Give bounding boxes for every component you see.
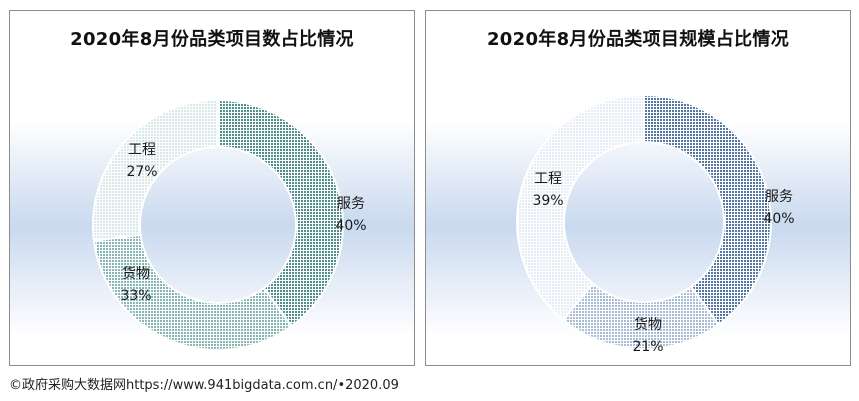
chart-panel-item-count: 2020年8月份品类项目数占比情况 服务 40% 货物 33% 工程 27% [9,10,415,366]
donut-chart-item-count: 服务 40% 货物 33% 工程 27% [92,98,367,351]
chart-title: 2020年8月份品类项目规模占比情况 [486,29,790,50]
donut-slice-工程 [516,93,645,322]
slice-percent-货物: 33% [120,288,151,304]
slice-percent-服务: 40% [335,218,366,234]
donut-slice-服务 [643,93,772,327]
slice-percent-货物: 21% [632,339,663,355]
slice-label-服务: 服务 [765,189,793,205]
slice-percent-服务: 40% [763,211,794,227]
slice-label-货物: 货物 [634,316,662,333]
donut-slice-货物 [92,233,293,351]
slice-percent-工程: 39% [532,193,563,209]
slice-label-工程: 工程 [534,171,562,187]
donut-slice-服务 [217,98,344,328]
chart-panel-scale: 2020年8月份品类项目规模占比情况 服务 40% 货物 21% 工程 39% [425,10,851,366]
donut-slice-工程 [92,98,219,242]
slice-label-工程: 工程 [128,142,156,158]
chart-title: 2020年8月份品类项目数占比情况 [70,29,354,50]
source-footer: ©政府采购大数据网https://www.941bigdata.com.cn/•… [9,378,399,393]
slice-percent-工程: 27% [126,164,157,180]
donut-chart-scale: 服务 40% 货物 21% 工程 39% [516,93,795,355]
slice-label-货物: 货物 [122,265,150,282]
slice-label-服务: 服务 [337,196,365,212]
